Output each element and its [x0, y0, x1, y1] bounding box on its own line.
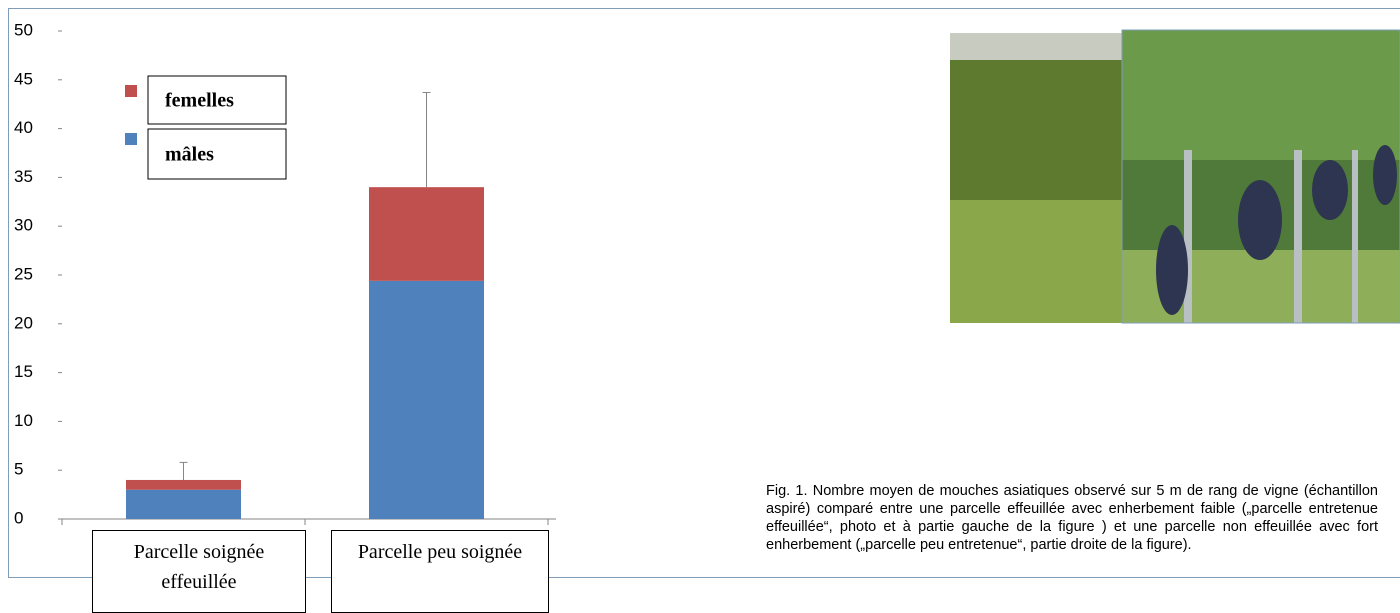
- legend-label: mâles: [165, 144, 214, 166]
- y-tick-label: 40: [14, 118, 33, 137]
- category-label: Parcelle peu soignée: [331, 530, 549, 613]
- y-tick-label: 35: [14, 167, 33, 186]
- photo-left: [950, 33, 1122, 323]
- category-label: Parcelle soignée effeuillée: [92, 530, 306, 613]
- y-tick-label: 0: [14, 508, 23, 527]
- bar-segment: [369, 187, 484, 281]
- y-tick-label: 10: [14, 411, 33, 430]
- y-tick-label: 15: [14, 362, 33, 381]
- legend-label: femelles: [165, 90, 234, 112]
- y-tick-label: 45: [14, 69, 33, 88]
- y-tick-label: 20: [14, 313, 33, 332]
- bar-segment: [369, 280, 484, 519]
- frame: [8, 8, 1400, 578]
- legend-swatch: [125, 133, 137, 145]
- photo-right: [1121, 29, 1400, 324]
- y-tick-label: 25: [14, 264, 33, 283]
- bar-segment: [126, 489, 241, 519]
- legend-swatch: [125, 85, 137, 97]
- y-tick-label: 30: [14, 216, 33, 235]
- bar-segment: [126, 479, 241, 490]
- y-tick-label: 50: [14, 20, 33, 39]
- y-tick-label: 5: [14, 460, 23, 479]
- caption: Fig. 1. Nombre moyen de mouches asiatiqu…: [766, 483, 1378, 553]
- legend-box: [147, 75, 287, 125]
- legend-box: [147, 128, 287, 180]
